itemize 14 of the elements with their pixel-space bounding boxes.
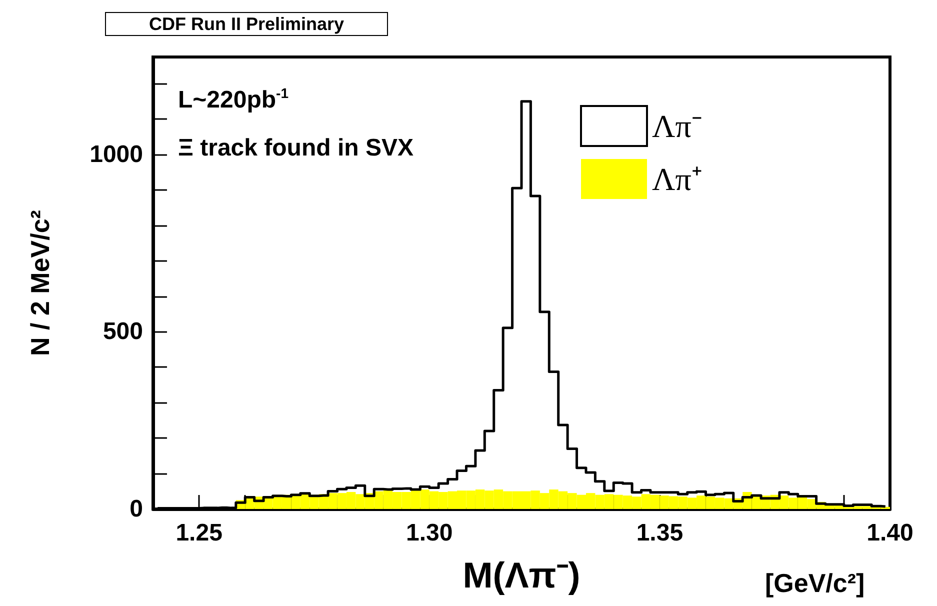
y-tick-label: 500 (102, 318, 143, 346)
legend-label: Λπ⁻ (652, 108, 702, 144)
text: [GeV/c²] (765, 568, 865, 598)
annotation: Ξ track found in SVX (178, 134, 414, 162)
legend-label: Λπ⁺ (652, 161, 702, 197)
x-tick-label: 1.35 (636, 520, 684, 546)
chart-title: CDF Run II Preliminary (149, 14, 344, 34)
y-tick-label: 0 (130, 496, 143, 522)
x-tick-label: 1.25 (176, 520, 222, 546)
x-tick-label: 1.40 (866, 520, 914, 546)
x-axis-title: M(Λπ⁻) (462, 554, 580, 596)
y-tick-label: 1000 (90, 140, 143, 168)
y-axis-title: N / 2 MeV/c² (25, 210, 55, 356)
x-tick-label: 1.30 (406, 520, 453, 546)
